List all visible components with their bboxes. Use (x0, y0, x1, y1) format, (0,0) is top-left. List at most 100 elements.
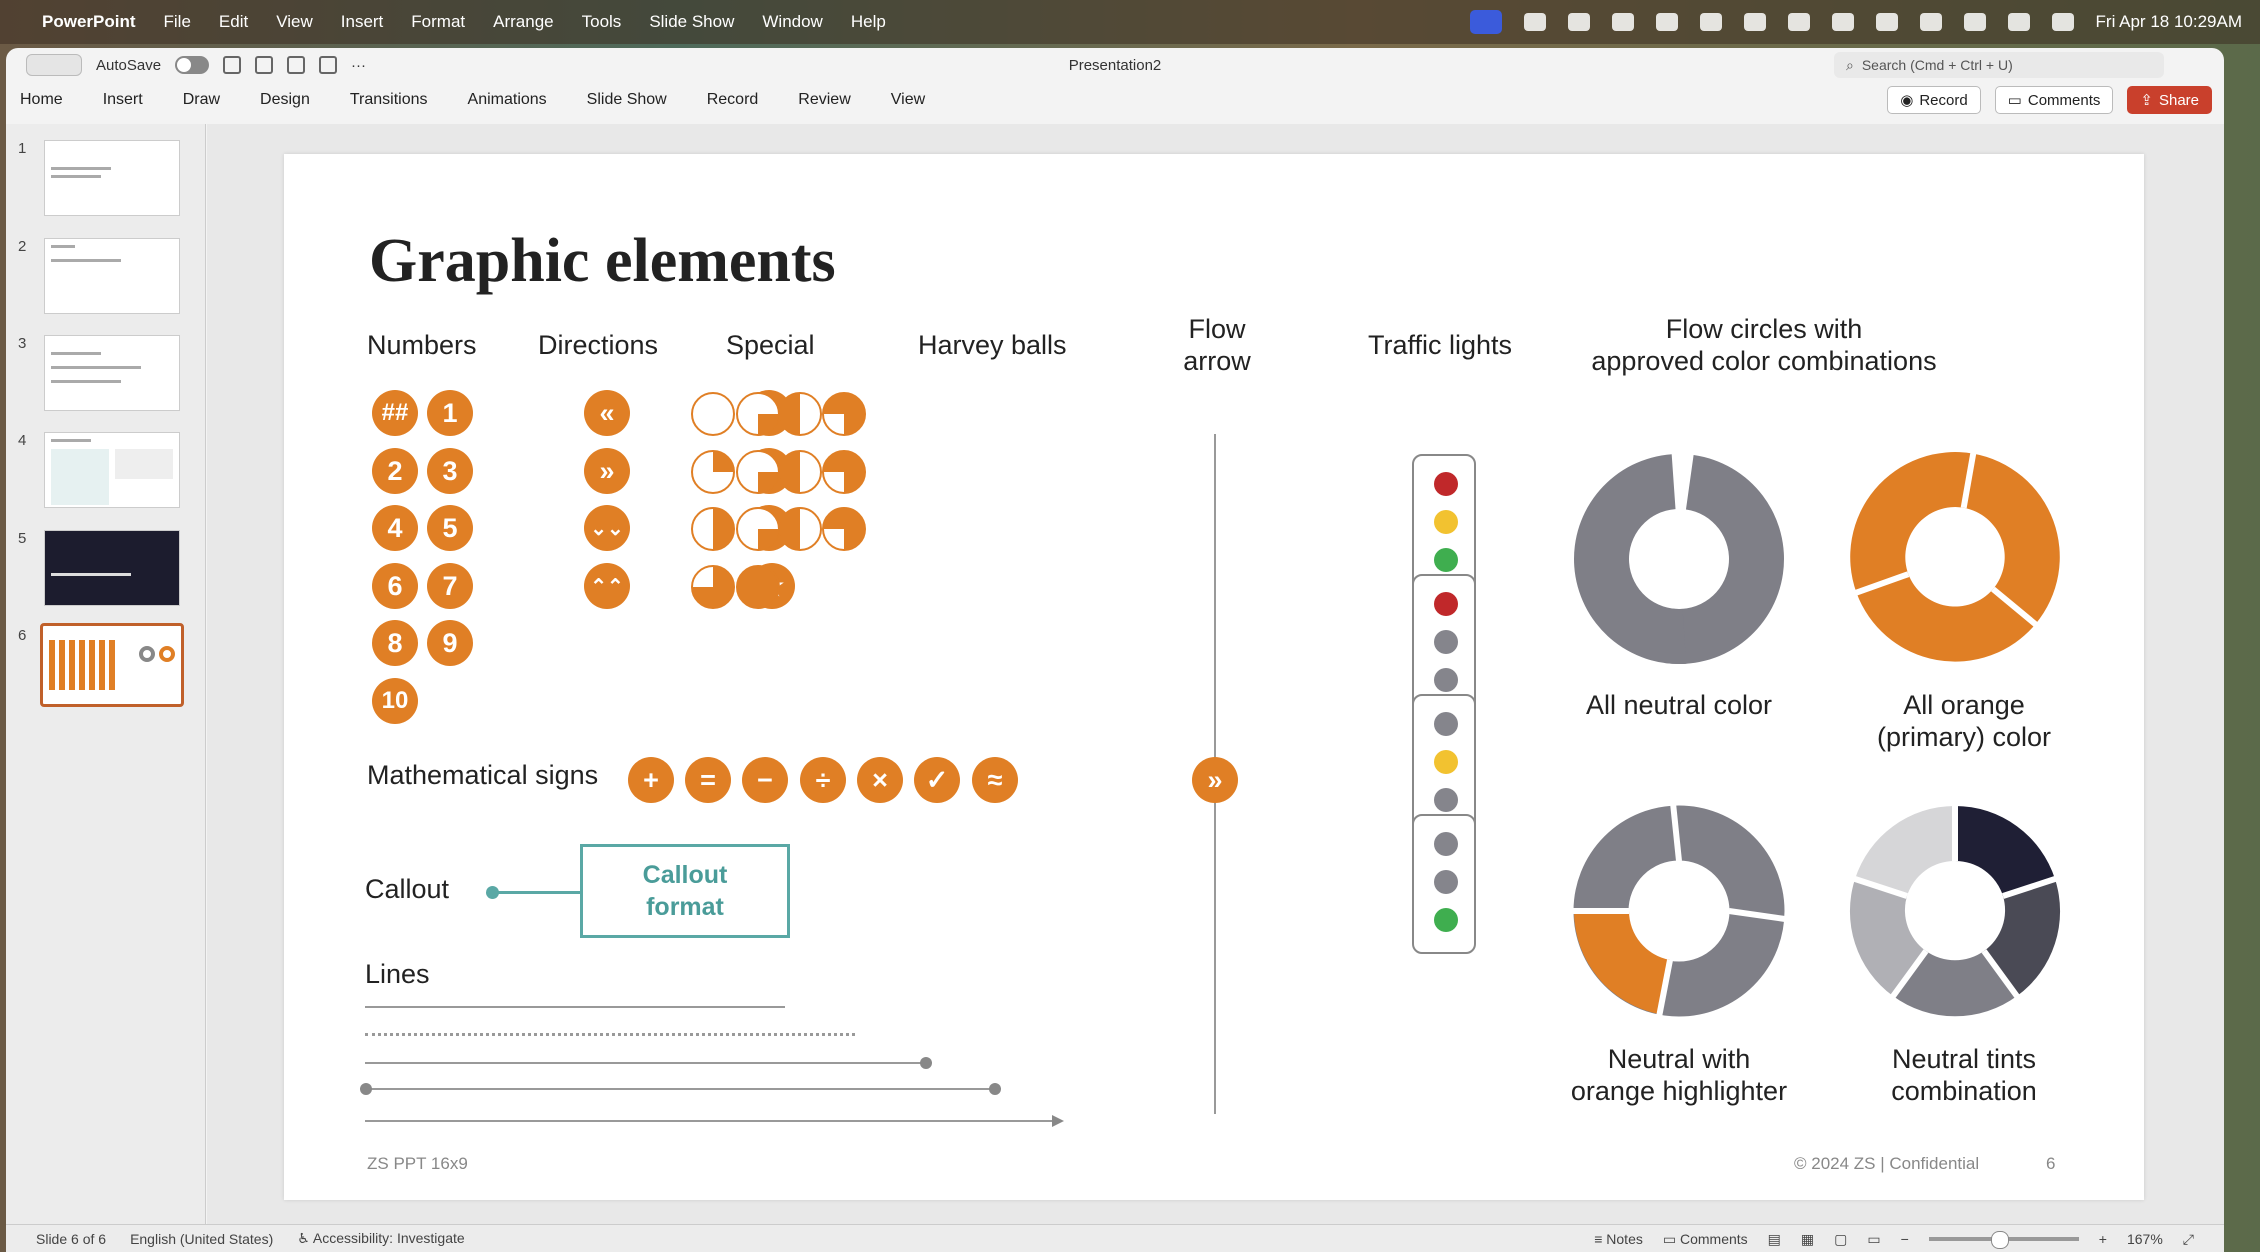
slide-thumbnail[interactable] (44, 530, 180, 606)
slide-thumbnail-row[interactable]: 3 (6, 335, 206, 415)
heading-callout[interactable]: Callout (365, 874, 450, 904)
harvey-ball[interactable] (689, 563, 737, 611)
wifi-icon[interactable] (1963, 13, 1986, 31)
traffic-light[interactable] (1412, 814, 1476, 954)
label-neutral-tints-line1[interactable]: Neutral tints (1891, 1044, 2037, 1074)
number-badge-5[interactable]: 5 (427, 505, 473, 551)
slide-thumbnail[interactable] (44, 140, 180, 216)
line-dot-end[interactable] (365, 1062, 925, 1064)
user-icon[interactable] (1875, 13, 1898, 31)
menu-slideshow[interactable]: Slide Show (649, 12, 735, 31)
undo-icon[interactable] (287, 56, 306, 74)
heading-special[interactable]: Special (726, 330, 815, 360)
home-icon[interactable] (223, 56, 242, 74)
status-icon[interactable] (1611, 13, 1634, 31)
slide-thumbnail-row[interactable]: 2 (6, 238, 206, 318)
share-button[interactable]: ⇪ Share (2127, 86, 2212, 114)
callout-box[interactable]: Callout format (580, 844, 790, 938)
label-neutral-tints-line2[interactable]: combination (1891, 1076, 2037, 1106)
slide-thumbnail-row[interactable]: 4 (6, 432, 206, 512)
harvey-ball[interactable] (689, 390, 737, 438)
comments-button[interactable]: ▭ Comments (1994, 86, 2114, 114)
status-icon[interactable] (1699, 13, 1722, 31)
heading-flow-arrow-line2[interactable]: arrow (1183, 346, 1251, 376)
number-badge-1[interactable]: 1 (427, 390, 473, 436)
normal-view-icon[interactable]: ▤ (1767, 1230, 1781, 1247)
number-badge-7[interactable]: 7 (427, 563, 473, 609)
slide-thumbnail-row[interactable]: 5 (6, 530, 206, 610)
menu-format[interactable]: Format (411, 12, 466, 31)
tab-review[interactable]: Review (798, 91, 851, 108)
slide-thumbnail-row-selected[interactable]: 6 (6, 623, 206, 707)
menu-window[interactable]: Window (762, 12, 823, 31)
record-button[interactable]: ◉ Record (1887, 86, 1981, 114)
clock[interactable]: Fri Apr 18 10:29AM (2095, 12, 2242, 31)
menu-view[interactable]: View (276, 12, 313, 31)
status-icon[interactable] (1655, 13, 1678, 31)
harvey-ball[interactable] (734, 390, 782, 438)
control-center-icon[interactable] (2051, 13, 2074, 31)
line-dotted[interactable] (365, 1033, 855, 1036)
double-chevron-right-icon[interactable]: » (584, 448, 630, 494)
tab-view[interactable]: View (890, 91, 926, 108)
harvey-ball[interactable] (820, 448, 868, 496)
number-badge-8[interactable]: 8 (372, 620, 418, 666)
status-icon[interactable] (1523, 13, 1546, 31)
status-icon[interactable] (1831, 13, 1854, 31)
spotlight-search-icon[interactable] (2007, 13, 2030, 31)
harvey-ball[interactable] (734, 448, 782, 496)
autosave-toggle[interactable] (175, 56, 210, 74)
status-icon[interactable] (1743, 13, 1766, 31)
heading-mathematical-signs[interactable]: Mathematical signs (367, 760, 599, 790)
heading-harvey-balls[interactable]: Harvey balls (918, 330, 1067, 360)
heading-flow-circles-line2[interactable]: approved color combinations (1591, 346, 1937, 376)
status-icon[interactable] (1567, 13, 1590, 31)
menu-insert[interactable]: Insert (340, 12, 384, 31)
zoom-in-icon[interactable]: + (2098, 1231, 2107, 1247)
double-chevron-up-icon[interactable]: ⌃⌃ (584, 563, 630, 609)
comments-status-button[interactable]: ▭ Comments (1663, 1231, 1748, 1248)
app-menu[interactable]: PowerPoint (42, 12, 136, 31)
save-icon[interactable] (255, 56, 274, 74)
label-all-neutral[interactable]: All neutral color (1585, 690, 1773, 720)
heading-directions[interactable]: Directions (538, 330, 659, 360)
battery-icon[interactable] (1919, 13, 1942, 31)
plus-icon[interactable]: + (628, 757, 674, 803)
harvey-ball[interactable] (689, 505, 737, 553)
flow-circle-neutral-tints[interactable] (1840, 796, 2070, 1026)
zoom-out-icon[interactable]: − (1900, 1231, 1909, 1247)
tab-transitions[interactable]: Transitions (349, 91, 428, 108)
slide-thumbnail-selected[interactable] (40, 623, 184, 707)
heading-flow-circles-line1[interactable]: Flow circles with (1665, 314, 1863, 344)
traffic-light[interactable] (1412, 574, 1476, 714)
slide-sorter-icon[interactable]: ▦ (1800, 1230, 1815, 1247)
tab-home[interactable]: Home (20, 91, 63, 108)
traffic-light[interactable] (1412, 694, 1476, 834)
harvey-ball[interactable] (734, 563, 782, 611)
notes-button[interactable]: ≡ Notes (1594, 1231, 1643, 1247)
flow-circle-all-orange[interactable] (1840, 442, 2070, 672)
flow-arrow-icon[interactable]: » (1192, 757, 1238, 803)
label-neutral-orange-line2[interactable]: orange highlighter (1570, 1076, 1788, 1106)
heading-traffic-lights[interactable]: Traffic lights (1368, 330, 1513, 360)
approx-icon[interactable]: ≈ (972, 757, 1018, 803)
heading-flow-arrow-line1[interactable]: Flow (1188, 314, 1246, 344)
harvey-ball[interactable] (820, 390, 868, 438)
reading-view-icon[interactable]: ▢ (1834, 1230, 1848, 1247)
slide-title[interactable]: Graphic elements (369, 227, 836, 295)
harvey-ball[interactable] (776, 505, 824, 553)
status-icon[interactable] (1787, 13, 1810, 31)
menu-tools[interactable]: Tools (581, 12, 622, 31)
heading-numbers[interactable]: Numbers (367, 330, 477, 360)
line-solid[interactable] (365, 1006, 785, 1008)
number-badge-9[interactable]: 9 (427, 620, 473, 666)
flow-circle-neutral-orange-highlight[interactable] (1564, 796, 1794, 1026)
traffic-light[interactable] (1412, 454, 1476, 594)
harvey-ball[interactable] (776, 448, 824, 496)
tab-animations[interactable]: Animations (467, 91, 547, 108)
zoom-slider[interactable] (1928, 1231, 2079, 1249)
line-arrow[interactable] (365, 1120, 1055, 1122)
tab-record[interactable]: Record (706, 91, 759, 108)
fit-to-window-icon[interactable]: ⤢ (2182, 1230, 2194, 1247)
number-badge-10[interactable]: 10 (372, 678, 418, 724)
